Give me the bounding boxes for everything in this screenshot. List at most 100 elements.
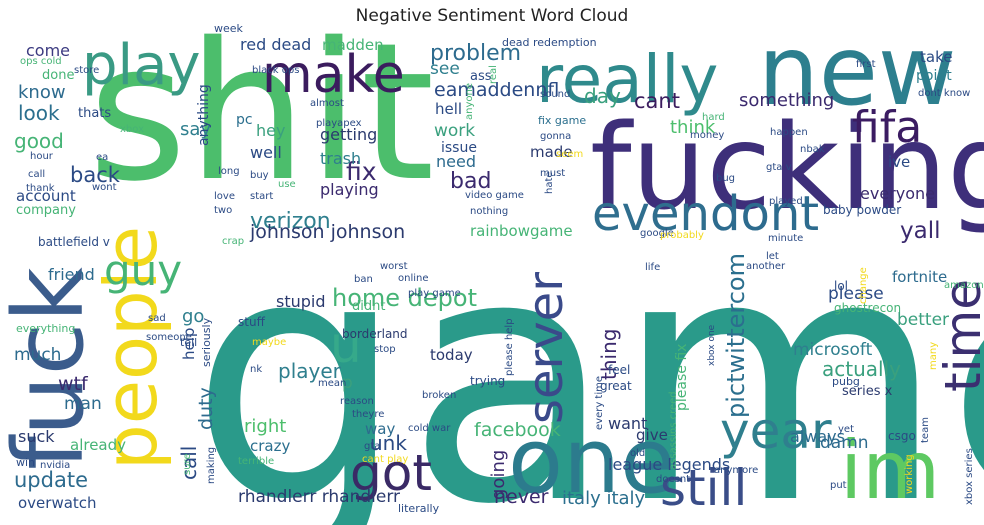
word-play: play <box>82 33 201 98</box>
word-damn: damn <box>820 433 869 453</box>
word-first: first <box>856 59 876 70</box>
word-come: come <box>26 41 70 60</box>
word-bug: bug <box>716 173 735 184</box>
word-ive: ive <box>888 153 910 171</box>
word-online: online <box>398 273 429 284</box>
word-madden: madden <box>322 36 384 54</box>
word-ass: ass <box>470 69 492 84</box>
word-win: win <box>16 456 35 469</box>
word-go: go <box>182 306 204 327</box>
word-hell: hell <box>435 100 462 118</box>
word-worst: worst <box>380 261 408 272</box>
word-made: made <box>530 143 573 161</box>
word-hard: hard <box>702 112 725 123</box>
word-take: take <box>920 48 952 66</box>
word-red-dead: red dead <box>240 35 311 54</box>
word-company: company <box>16 203 76 218</box>
word-playing: playing <box>320 180 379 199</box>
word-use: use <box>278 179 296 190</box>
word-theyre: theyre <box>352 409 384 420</box>
word-back: back <box>70 163 121 187</box>
page-title: Negative Sentiment Word Cloud <box>355 6 629 26</box>
word-change: change <box>858 267 869 304</box>
word-think: think <box>670 117 716 138</box>
word-broken: broken <box>422 390 456 401</box>
word-ea: ea <box>96 152 108 163</box>
word-actually: actually <box>822 357 901 381</box>
word-team: team <box>920 417 931 443</box>
word-got: got <box>350 444 432 502</box>
word-p: p <box>342 373 353 393</box>
word-happen: happen <box>770 127 808 138</box>
word-player: player <box>278 359 342 383</box>
word-terrible: terrible <box>238 456 274 467</box>
word-johnson-johnson: johnson johnson <box>249 221 405 243</box>
word-making: making <box>206 447 217 484</box>
word-better: better <box>897 310 949 330</box>
word-tell: tell <box>180 336 197 349</box>
word-trash: trash <box>320 149 361 168</box>
word-ghostrecon: ghostrecon <box>834 301 901 315</box>
word-minute: minute <box>768 233 803 244</box>
word-xbox-one: xbox one <box>707 324 717 366</box>
word-every-time: every time <box>594 376 605 430</box>
word-thats: thats <box>78 106 111 121</box>
word-didnt: didnt <box>352 299 385 314</box>
word-see: see <box>430 59 460 79</box>
word-going: going <box>488 450 509 500</box>
word-play-game: play game <box>408 288 461 299</box>
word-problem: problem <box>430 41 521 66</box>
word-fifa: fifa <box>852 102 922 153</box>
word-unk: unk <box>370 431 407 455</box>
word-pubg: pubg <box>832 375 860 388</box>
word-look: look <box>18 101 60 125</box>
word-black-ops: black ops <box>252 65 299 76</box>
word-long: long <box>218 166 240 177</box>
word-stop: stop <box>374 344 396 355</box>
word-great: great <box>600 379 632 393</box>
word-anymore: anymore <box>714 465 758 476</box>
word-everything: everything <box>16 322 75 335</box>
word-something: something <box>739 90 834 111</box>
word-xbox: xbox <box>120 124 144 135</box>
word-call: call <box>177 446 201 480</box>
word-anything: anything <box>196 84 212 146</box>
word-crazy: crazy <box>250 437 290 455</box>
word-seriously: seriously <box>200 317 213 367</box>
word-getting: getting <box>320 125 377 144</box>
word-wtf: wtf <box>58 373 89 395</box>
word-real: real <box>488 65 499 84</box>
word-another: another <box>746 261 786 272</box>
word-shit: shit <box>88 2 435 223</box>
word-fix-game: fix game <box>538 114 586 127</box>
word-please: please <box>828 284 884 304</box>
word-facebook: facebook <box>474 419 561 441</box>
word-still: still <box>660 459 747 517</box>
word-today: today <box>430 346 473 364</box>
word-put: put <box>830 480 847 491</box>
word-feel: feel <box>608 363 630 377</box>
word-eamaddennfl: eamaddennfl <box>434 79 559 101</box>
word-fortnite: fortnite <box>892 268 947 286</box>
word-amazon: amazon <box>944 280 984 291</box>
word-duty: duty <box>195 387 217 430</box>
word-hate: hate <box>544 171 555 194</box>
word-fucking: fucking <box>590 98 984 236</box>
word-really: really <box>536 41 718 118</box>
word-store: store <box>74 65 99 76</box>
word-good: good <box>14 129 64 153</box>
word-everyone: everyone <box>860 184 935 203</box>
word-playapex: playapex <box>316 118 362 129</box>
word-pictwittercom: pictwittercom <box>722 253 750 418</box>
word-anyone: anyone <box>464 83 475 120</box>
word-pc: pc <box>236 112 253 128</box>
word-must: must <box>540 168 565 179</box>
word-one: one <box>508 409 675 514</box>
word-mean: mean <box>318 378 346 389</box>
word-home-depot: home depot <box>332 284 477 312</box>
word-old: old <box>630 448 645 459</box>
word-gonna: gonna <box>540 131 571 142</box>
word-lol: lol <box>834 279 848 293</box>
word-well: well <box>250 143 282 162</box>
word-nk: nk <box>250 364 262 375</box>
